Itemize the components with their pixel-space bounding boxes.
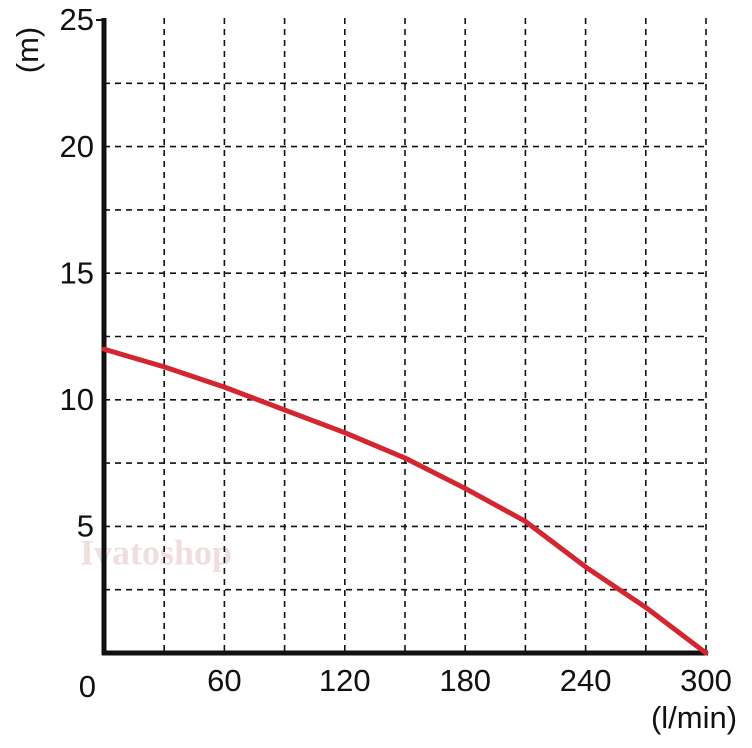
y-tick-label: 25 [60, 2, 94, 37]
x-tick-label: 60 [207, 663, 241, 698]
x-tick-label: 300 [680, 663, 732, 698]
y-tick-label: 10 [60, 382, 94, 417]
curve [101, 346, 709, 656]
y-axis-label: (m) [10, 27, 45, 73]
y-tick-label: 5 [77, 509, 94, 544]
x-tick-label: 120 [319, 663, 371, 698]
x-tick-label: 180 [439, 663, 491, 698]
y-tick-label: 15 [60, 255, 94, 290]
x-tick-label: 0 [79, 669, 96, 704]
x-axis-label: (l/min) [651, 700, 737, 735]
x-tick-label: 240 [560, 663, 612, 698]
y-tick-label: 20 [60, 129, 94, 164]
